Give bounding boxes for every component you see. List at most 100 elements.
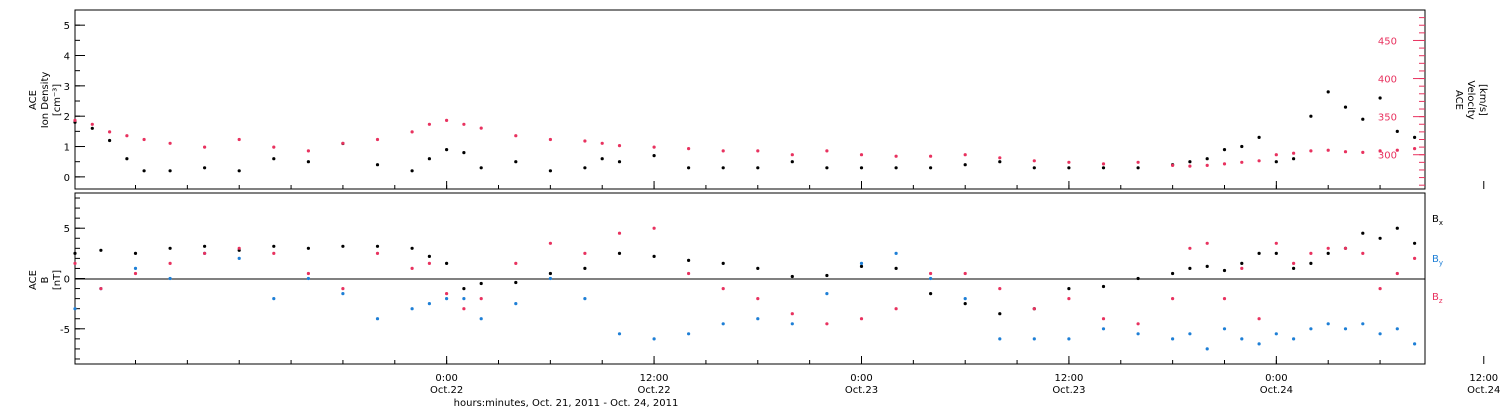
bz-point xyxy=(583,251,587,255)
velocity-point xyxy=(963,153,967,157)
velocity-point xyxy=(1032,159,1036,163)
velocity-point xyxy=(203,145,207,149)
bz-point xyxy=(410,266,414,270)
velocity-point xyxy=(237,137,241,142)
by-point xyxy=(427,302,431,306)
density-point xyxy=(963,163,967,167)
by-point xyxy=(859,261,864,265)
by-point xyxy=(583,297,587,301)
bz-point xyxy=(1395,271,1399,276)
velocity-point xyxy=(859,153,864,157)
bx-point xyxy=(1309,261,1313,265)
bx-point xyxy=(514,280,518,285)
by-point xyxy=(306,276,310,281)
bz-point xyxy=(272,251,276,255)
density-point xyxy=(1067,166,1071,170)
x-tick-label-time: 0:00 xyxy=(850,373,872,384)
velocity-point xyxy=(427,122,431,126)
bz-point xyxy=(168,261,172,265)
velocity-label-line3: [km/s] xyxy=(1477,84,1488,116)
velocity-point xyxy=(1292,151,1296,155)
velocity-tick-label: 450 xyxy=(1378,36,1397,47)
bz-point xyxy=(825,322,829,326)
density-point xyxy=(142,169,146,173)
bx-point xyxy=(445,261,449,265)
bz-point xyxy=(99,287,103,291)
density-point xyxy=(272,157,276,161)
by-point xyxy=(1188,332,1192,336)
bz-point xyxy=(1257,317,1261,321)
x-axis-title: hours:minutes, Oct. 21, 2011 - Oct. 24, … xyxy=(454,398,679,409)
x-tick-label-date: Oct.24 xyxy=(1260,385,1293,396)
by-point xyxy=(73,307,77,311)
density-point xyxy=(687,166,691,170)
bz-point xyxy=(1240,266,1244,270)
bx-point xyxy=(410,246,414,250)
density-point xyxy=(998,160,1002,164)
x-tick-label-date: Oct.22 xyxy=(637,385,670,396)
x-tick-label-date: Oct.22 xyxy=(430,385,463,396)
velocity-point xyxy=(790,153,794,157)
velocity-point xyxy=(90,122,94,126)
velocity-point xyxy=(1274,153,1278,157)
velocity-point xyxy=(1395,148,1399,152)
velocity-point xyxy=(1257,159,1261,163)
bx-point xyxy=(617,251,622,255)
velocity-point xyxy=(1067,160,1071,164)
bx-point xyxy=(1292,266,1296,270)
density-point xyxy=(462,151,466,155)
bz-point xyxy=(859,317,864,321)
velocity-point xyxy=(445,118,449,122)
density-point xyxy=(600,157,604,161)
velocity-point xyxy=(125,134,129,138)
density-point xyxy=(306,160,310,164)
bz-point xyxy=(1171,297,1175,301)
velocity-point xyxy=(600,141,604,145)
by-point xyxy=(687,332,691,336)
density-point xyxy=(1361,117,1365,121)
density-point xyxy=(929,166,933,170)
b-tick-label: 5 xyxy=(64,224,70,235)
by-point xyxy=(1222,327,1227,331)
bx-point xyxy=(894,266,898,270)
bz-point xyxy=(1032,307,1036,311)
top-axes: 0 1 2 3 4 5 300 350 400 450 xyxy=(64,17,1485,189)
b-tick-label: 0 xyxy=(64,275,70,286)
density-tick-label: 0 xyxy=(64,173,70,184)
by-point xyxy=(1361,322,1365,326)
bz-point xyxy=(652,226,656,230)
by-point xyxy=(375,317,380,321)
by-point xyxy=(790,322,794,326)
bz-point xyxy=(721,287,725,291)
bx-point xyxy=(1222,268,1227,273)
bx-point xyxy=(272,244,276,248)
by-point xyxy=(272,297,276,301)
b-label-line2: B xyxy=(40,276,51,283)
x-tick-label-time: 12:00 xyxy=(1055,373,1084,384)
bx-point xyxy=(462,287,466,291)
bx-point xyxy=(1240,261,1244,265)
density-point xyxy=(1240,144,1244,149)
bx-point xyxy=(306,246,310,250)
density-point xyxy=(756,166,760,170)
velocity-point xyxy=(548,137,553,142)
density-point xyxy=(514,160,518,164)
bx-point xyxy=(929,292,933,296)
by-point xyxy=(1032,337,1036,341)
bz-point xyxy=(375,251,380,255)
bx-point xyxy=(341,244,345,248)
by-point xyxy=(721,322,725,326)
bz-point xyxy=(462,307,466,311)
velocity-label-line2: Velocity xyxy=(1465,80,1476,119)
bx-point xyxy=(375,244,380,248)
density-point xyxy=(652,154,656,158)
by-point xyxy=(237,256,241,260)
velocity-point xyxy=(825,149,829,153)
velocity-point xyxy=(1413,147,1417,151)
velocity-point xyxy=(375,137,380,142)
bz-point xyxy=(790,312,794,316)
density-point xyxy=(1188,160,1192,164)
x-tick-label-time: 12:00 xyxy=(640,373,669,384)
velocity-point xyxy=(410,130,414,134)
by-point xyxy=(1136,332,1140,336)
